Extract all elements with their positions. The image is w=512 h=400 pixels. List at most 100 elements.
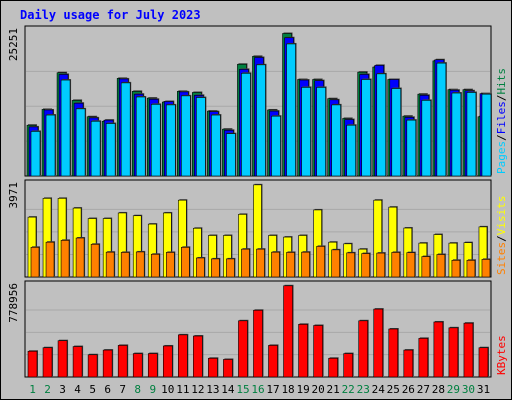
panel-kbytes: 778956 KBytes [7,280,508,378]
bar-pages-day-17 [271,115,281,177]
bar-kbytes-day-18 [283,285,293,378]
bar-kbytes-day-3 [57,340,68,378]
bar-sites-day-14 [226,258,235,278]
bar-pages-day-24 [376,73,387,177]
bar-pages-day-5 [90,120,101,177]
bar-kbytes-day-7 [117,345,128,378]
x-tick-label: 12 [191,383,204,396]
bar-pages-day-19 [301,87,311,177]
x-tick-label: 3 [59,383,66,396]
bar-kbytes-day-2 [42,347,53,378]
legend-entry: Files [495,101,508,134]
bar-sites-day-2 [45,241,55,278]
bar-kbytes-day-13 [208,357,218,378]
bar-sites-day-30 [466,259,476,278]
bar-kbytes-day-25 [388,328,399,378]
x-tick-label: 25 [387,383,400,396]
x-tick-label: 21 [327,383,340,396]
bar-sites-day-15 [241,248,250,278]
bar-kbytes-day-8 [132,353,143,378]
bar-kbytes-day-21 [328,357,338,378]
bar-pages-day-26 [406,119,417,177]
bar-kbytes-day-4 [72,346,83,378]
bar-pages-day-20 [316,87,326,177]
x-tick-label: 17 [266,383,279,396]
bar-kbytes-day-9 [147,353,158,378]
x-tick-label: 1 [29,383,36,396]
bar-pages-day-13 [211,114,221,177]
bar-pages-day-21 [331,104,341,177]
series-sites [30,237,491,278]
x-tick-label: 23 [357,383,370,396]
bar-sites-day-7 [120,252,130,278]
x-tick-label: 10 [161,383,174,396]
bar-sites-day-1 [30,246,40,278]
bar-kbytes-day-23 [358,320,369,378]
bar-sites-day-3 [60,240,70,278]
bar-pages-day-1 [30,131,41,177]
bar-pages-day-23 [361,79,372,177]
bar-sites-day-12 [196,257,205,278]
bar-kbytes-day-1 [27,350,38,378]
bar-pages-day-8 [135,96,146,177]
bar-kbytes-day-24 [373,308,384,378]
x-tick-label: 26 [402,383,415,396]
bar-sites-day-11 [181,246,190,278]
bar-sites-day-20 [316,246,325,278]
bar-pages-day-7 [120,82,131,177]
x-tick-label: 5 [89,383,96,396]
bar-kbytes-day-30 [463,322,474,378]
bar-sites-day-16 [256,248,265,278]
chart-title: Daily usage for July 2023 [20,8,201,22]
bar-sites-day-10 [165,252,175,278]
legend-separator: / [495,95,508,102]
legend-visits: Sites/Visits [495,196,508,276]
legend-hits: Pages/Files/Hits [495,68,508,174]
y-max-label: 3971 [7,182,20,209]
x-tick-label: 4 [74,383,81,396]
legend-entry: KBytes [495,335,508,375]
bar-sites-day-19 [301,251,310,278]
legend-kbytes: KBytes [495,335,508,375]
bar-sites-day-29 [451,259,461,278]
x-tick-label: 9 [149,383,156,396]
legend-entry: Visits [495,196,508,236]
bar-kbytes-day-16 [253,309,263,378]
x-tick-label: 16 [251,383,264,396]
bar-pages-day-31 [481,93,492,177]
bar-kbytes-day-17 [268,345,278,378]
bar-pages-day-9 [150,104,161,177]
x-tick-label: 18 [281,383,294,396]
bar-kbytes-day-12 [193,335,203,378]
legend-entry: Sites [495,242,508,275]
bar-pages-day-22 [346,124,356,177]
x-tick-label: 13 [206,383,219,396]
x-tick-label: 31 [477,383,490,396]
bar-pages-day-29 [451,92,462,177]
legend-separator: / [495,235,508,242]
x-tick-label: 24 [372,383,386,396]
bar-pages-day-16 [256,64,266,177]
x-tick-label: 7 [119,383,126,396]
bar-sites-day-23 [361,253,371,278]
bar-kbytes-day-11 [178,334,188,378]
x-tick-label: 22 [342,383,355,396]
bar-kbytes-day-14 [223,359,233,378]
x-tick-label: 28 [432,383,445,396]
series-kbytes [27,284,489,378]
x-tick-label: 29 [447,383,460,396]
bar-kbytes-day-31 [478,347,489,378]
legend-separator: / [495,134,508,141]
y-max-label: 778956 [7,283,20,323]
bar-sites-day-17 [271,251,280,278]
bar-sites-day-18 [286,252,295,278]
bar-pages-day-14 [226,133,236,177]
x-tick-label: 15 [236,383,249,396]
bar-kbytes-day-26 [403,349,414,378]
bar-pages-day-11 [181,95,191,177]
bar-pages-day-15 [241,72,251,177]
bar-sites-day-25 [391,252,401,278]
bar-pages-day-6 [105,123,116,177]
